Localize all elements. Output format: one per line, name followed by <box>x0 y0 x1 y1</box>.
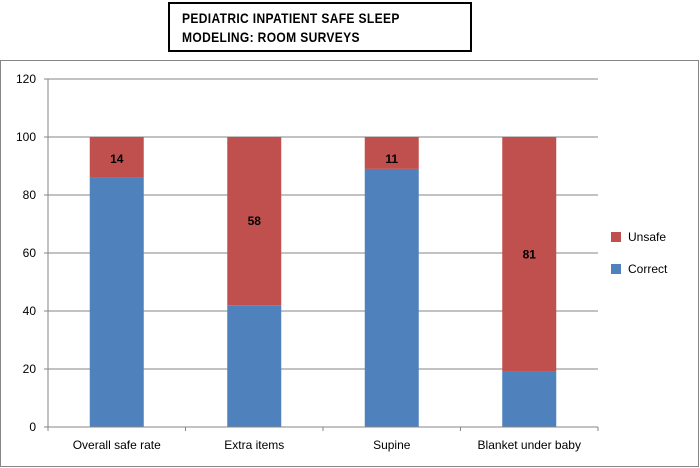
bar-correct-3 <box>364 168 419 427</box>
bar-correct-1 <box>89 177 144 427</box>
category-label: Extra items <box>224 438 284 452</box>
bar-unsafe-2 <box>227 137 282 306</box>
y-tick-label: 120 <box>16 72 36 86</box>
legend-label-correct: Correct <box>628 262 668 276</box>
y-tick-label: 20 <box>23 362 37 376</box>
bar-unsafe-1 <box>89 137 144 178</box>
legend-swatch-correct <box>611 264 621 274</box>
data-label-unsafe-3: 11 <box>385 152 398 166</box>
y-tick-label: 0 <box>29 420 36 434</box>
y-tick-label: 100 <box>16 130 36 144</box>
chart-title-line-1: PEDIATRIC INPATIENT SAFE SLEEP <box>182 10 400 26</box>
category-label: Overall safe rate <box>73 438 161 452</box>
data-label-unsafe-1: 14 <box>110 152 124 166</box>
data-label-unsafe-4: 81 <box>523 247 537 261</box>
bar-correct-4 <box>502 371 557 427</box>
category-label: Blanket under baby <box>478 438 581 452</box>
category-label: Supine <box>373 438 411 452</box>
legend-swatch-unsafe <box>611 232 621 242</box>
chart-title-box: PEDIATRIC INPATIENT SAFE SLEEP MODELING:… <box>168 2 472 52</box>
data-label-unsafe-2: 58 <box>248 214 262 228</box>
y-tick-label: 80 <box>23 188 37 202</box>
bar-unsafe-3 <box>364 137 419 169</box>
bar-unsafe-4 <box>502 137 557 372</box>
y-tick-label: 40 <box>23 304 37 318</box>
legend-label-unsafe: Unsafe <box>628 230 666 244</box>
chart-title-line-2: MODELING: ROOM SURVEYS <box>182 29 360 45</box>
bar-correct-2 <box>227 305 282 427</box>
y-tick-label: 60 <box>23 246 37 260</box>
